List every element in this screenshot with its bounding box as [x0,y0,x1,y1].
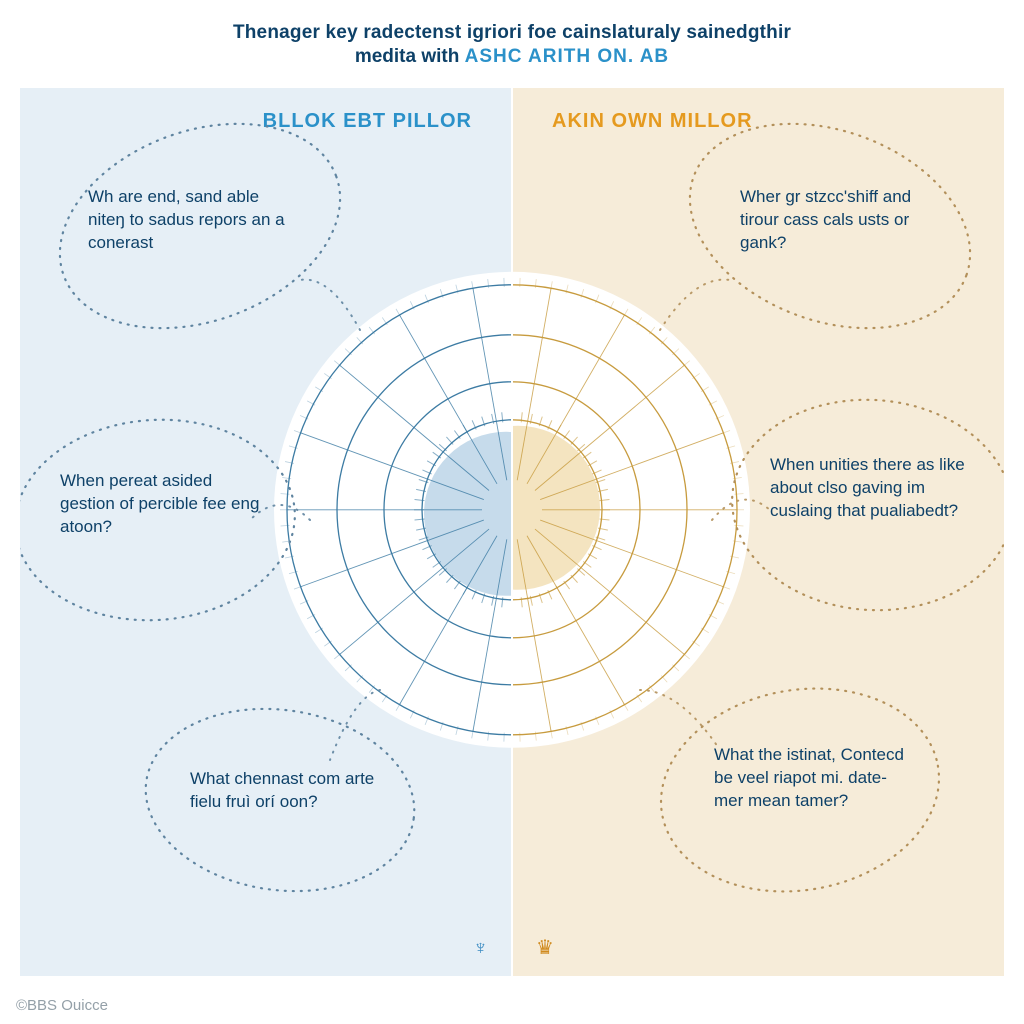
callout-left-0: Wh are end, sand able niteŋ to sadus rep… [88,186,288,255]
right-mini-icon: ♛ [536,935,554,960]
right-heading: AKIN OWN MILLOR [552,110,944,133]
header-line-1: Thenager key radectenst igriori foe cain… [160,22,864,44]
header-line-2-plain: medita with [355,46,465,67]
left-heading: BLLOK EBT PILLOR [80,110,472,133]
callout-right-1: When unities there as like about clso ga… [770,454,970,523]
infographic-page: Thenager key radectenst igriori foe cain… [0,0,1024,1024]
header-line-2: medita with ASHC ARITH ON. AB [160,46,864,68]
callout-right-0: Wher gr stzcc'shiff and tirour cass cals… [740,186,940,255]
callout-left-1: When pereat asided gestion of percible f… [60,470,260,539]
footer-credit: ©BBS Ouicce [16,997,108,1014]
callout-right-2: What the istinat, Contecd be veel riapot… [714,744,914,813]
page-header: Thenager key radectenst igriori foe cain… [0,22,1024,68]
header-line-2-accent: ASHC ARITH ON. AB [465,46,670,67]
callout-left-2: What chennast com arte fielu fruì orí oo… [190,768,380,814]
left-mini-icon: ♆ [473,937,488,960]
